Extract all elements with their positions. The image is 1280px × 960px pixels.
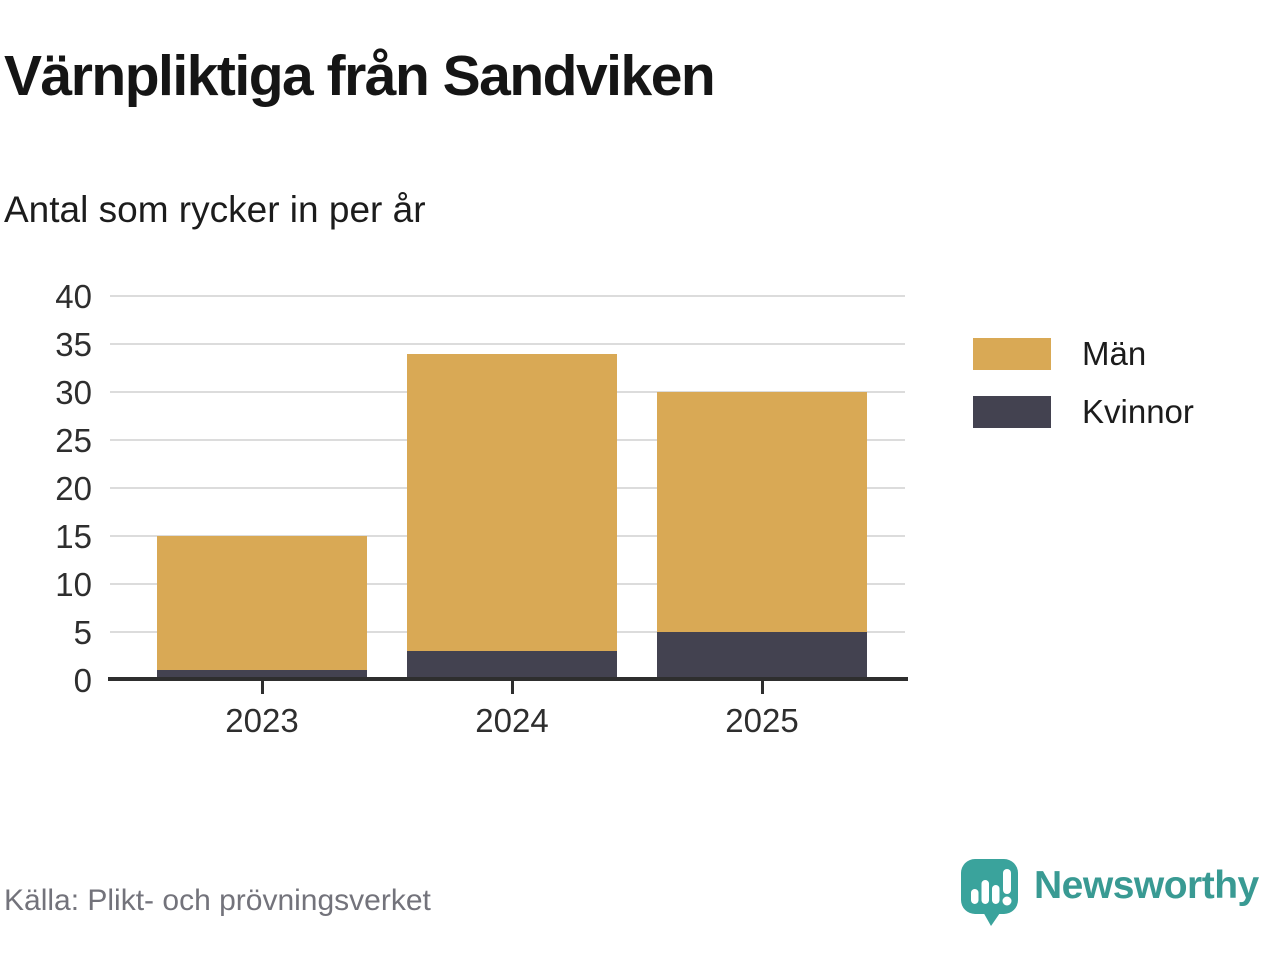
- brand-name: Newsworthy: [1034, 864, 1259, 907]
- x-axis-tick: [760, 681, 764, 694]
- x-axis-line: [108, 677, 908, 681]
- bar-kvinnor-2025: [657, 632, 867, 680]
- gridline: [110, 343, 905, 345]
- legend-label: Män: [1082, 335, 1147, 372]
- x-axis-label: 2025: [725, 702, 799, 739]
- bar-män-2023: [157, 536, 367, 671]
- y-axis-label: 40: [55, 278, 92, 315]
- legend-item-kvinnor: Kvinnor: [973, 395, 1194, 428]
- source-note: Källa: Plikt- och prövningsverket: [4, 884, 431, 917]
- legend-label: Kvinnor: [1082, 393, 1194, 430]
- legend-swatch-män: [973, 337, 1051, 370]
- legend-item-män: Män: [973, 337, 1194, 370]
- y-axis-label: 30: [55, 374, 92, 411]
- y-axis-label: 5: [73, 614, 92, 651]
- bar-män-2025: [657, 392, 867, 632]
- y-axis-label: 10: [55, 566, 92, 603]
- x-axis-label: 2023: [225, 702, 299, 739]
- x-axis-tick: [260, 681, 264, 694]
- y-axis-label: 20: [55, 470, 92, 507]
- gridline: [110, 295, 905, 297]
- bar-kvinnor-2023: [157, 670, 367, 680]
- y-axis-label: 0: [73, 662, 92, 699]
- chart-subtitle: Antal som rycker in per år: [4, 189, 426, 230]
- newsworthy-logo: Newsworthy: [960, 858, 1259, 928]
- newsworthy-logo-icon: [961, 859, 1018, 926]
- bar-män-2024: [407, 353, 617, 652]
- y-axis-label: 15: [55, 518, 92, 555]
- y-axis-label: 25: [55, 422, 92, 459]
- legend-swatch-kvinnor: [973, 395, 1051, 428]
- chart-title: Värnpliktiga från Sandviken: [4, 44, 716, 108]
- x-axis-tick: [510, 681, 514, 694]
- bar-kvinnor-2024: [407, 651, 617, 680]
- y-axis-label: 35: [55, 326, 92, 363]
- chart-legend: Män Kvinnor: [973, 337, 1194, 428]
- x-axis-label: 2024: [475, 702, 549, 739]
